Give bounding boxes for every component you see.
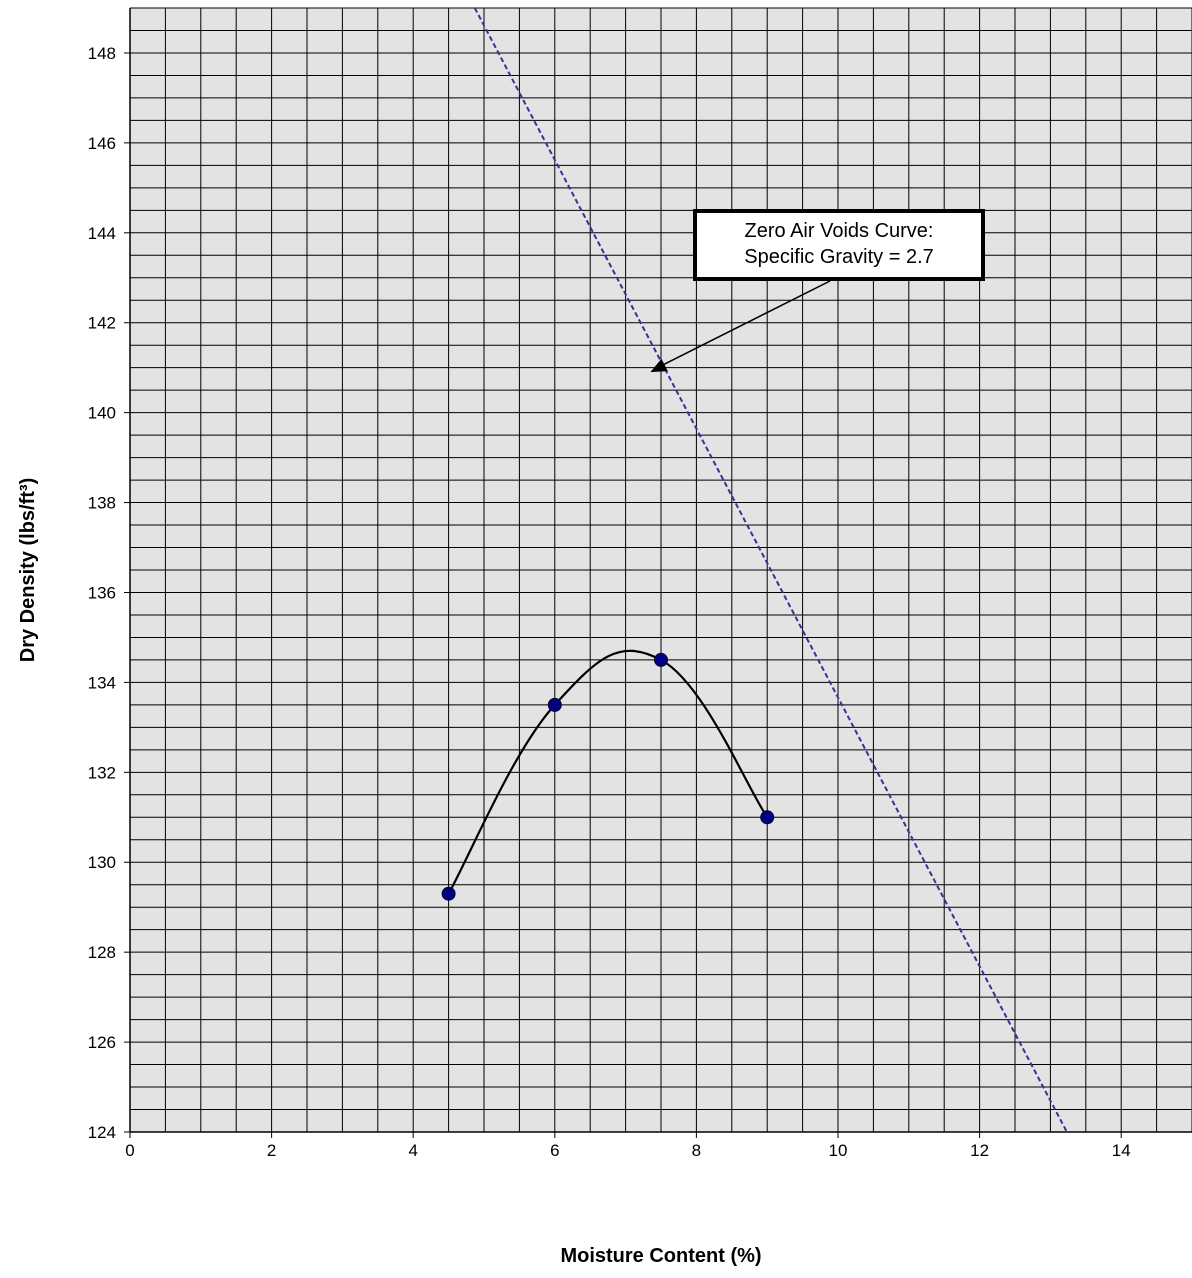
y-tick-label: 138 (88, 494, 116, 513)
x-tick-label: 10 (829, 1141, 848, 1160)
y-tick-label: 140 (88, 404, 116, 423)
compaction-curve (447, 649, 769, 895)
y-axis-title: Dry Density (lbs/ft³) (17, 478, 39, 662)
y-tick-label: 148 (88, 44, 116, 63)
y-tick-labels: 124 126 128 130 132 134 136 138 140 142 144 146 148 (88, 44, 130, 1142)
series-layer (441, 8, 1069, 1132)
x-tick-labels: 0 2 4 6 8 10 12 14 (125, 1132, 1131, 1160)
annotation-arrowhead (650, 358, 668, 373)
grid-lines (129, 7, 1192, 1133)
data-point (654, 652, 668, 667)
y-tick-label: 126 (88, 1033, 116, 1052)
x-tick-label: 0 (125, 1141, 134, 1160)
y-tick-label: 124 (88, 1123, 116, 1142)
x-tick-label: 14 (1112, 1141, 1131, 1160)
data-point (441, 886, 456, 901)
annotation-text-line: Specific Gravity = 2.7 (744, 246, 934, 268)
x-tick-label: 8 (692, 1141, 701, 1160)
annotation-box-inner (697, 213, 981, 277)
y-tick-label: 130 (88, 853, 116, 872)
y-tick-label: 132 (88, 763, 116, 782)
y-tick-label: 134 (88, 673, 116, 692)
x-tick-label: 4 (408, 1141, 417, 1160)
axes (129, 8, 1192, 1133)
y-tick-label: 146 (88, 134, 116, 153)
annotation: Zero Air Voids Curve: Specific Gravity = … (650, 209, 985, 373)
data-point (547, 697, 562, 712)
data-point (760, 810, 775, 825)
zero-air-voids-line (473, 8, 1069, 1132)
x-axis-title: Moisture Content (%) (560, 1245, 761, 1267)
x-tick-label: 6 (550, 1141, 559, 1160)
y-tick-label: 142 (88, 314, 116, 333)
y-tick-label: 128 (88, 943, 116, 962)
annotation-text-line: Zero Air Voids Curve: (745, 220, 934, 242)
annotation-arrow-line (660, 280, 831, 367)
y-tick-label: 136 (88, 583, 116, 602)
x-tick-label: 12 (970, 1141, 989, 1160)
y-tick-label: 144 (88, 224, 116, 243)
x-tick-label: 2 (267, 1141, 276, 1160)
